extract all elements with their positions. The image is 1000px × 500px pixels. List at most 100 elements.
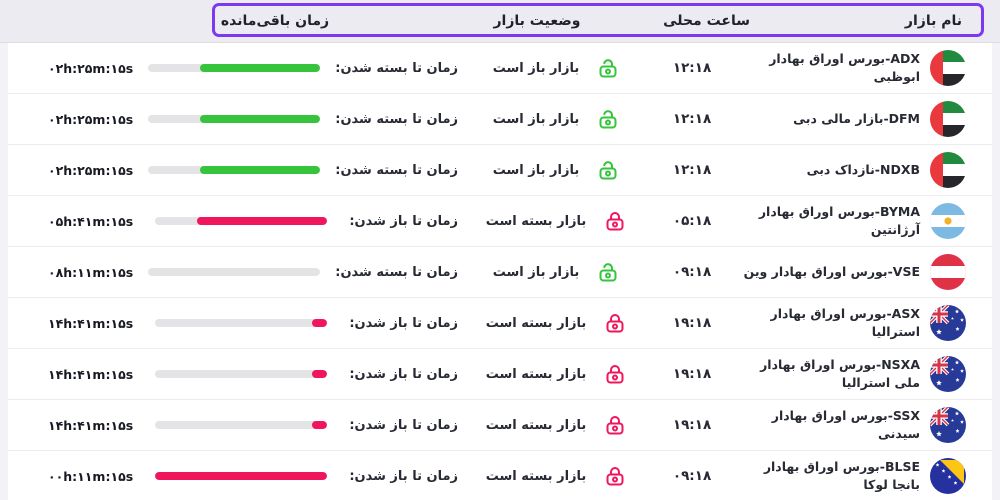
market-status-cell: بازار باز است [472,55,642,81]
market-status-cell: بازار باز است [472,106,642,132]
countdown-label: زمان تا بسته شدن: [335,162,458,178]
market-status-text: بازار بسته است [485,468,587,484]
country-flag-icon [930,458,966,494]
column-header-market-name: نام بازار [904,13,962,29]
column-header-market-status: وضعیت بازار [493,13,581,29]
lock-closed-icon [606,212,624,231]
countdown-progress-bar [148,64,321,72]
local-time-value: ۱۹:۱۸ [672,366,712,382]
lock-open-icon [599,110,617,129]
countdown-progress-bar [155,472,328,480]
countdown-progress-fill [311,370,328,378]
time-remaining-cell: زمان تا باز شدن: ۱۴h:۴۱m:۱۵s [8,367,472,382]
market-status-text: بازار بسته است [485,417,587,433]
market-name: ASX-بورس اوراق بهادار استرالیا [770,305,920,339]
market-name-cell: NSXA-بورس اوراق بهادار ملی استرالیا [742,356,992,392]
country-flag-icon [930,152,966,188]
countdown-progress-bar [155,370,328,378]
countdown-progress-fill [199,166,321,174]
market-row[interactable]: NSXA-بورس اوراق بهادار ملی استرالیا ۱۹:۱… [8,349,992,400]
market-status-text: بازار بسته است [485,315,587,331]
countdown-time: ۰۲h:۲۵m:۱۵s [48,60,134,76]
countdown-progress-fill [196,217,328,225]
market-name: BLSE-بورس اوراق بهادار بانجا لوکا [763,458,920,492]
market-name-cell: DFM-بازار مالی دبی [742,101,992,137]
market-status-text: بازار باز است [492,162,580,178]
table-header-row: نام بازار ساعت محلی وضعیت بازار زمان باق… [0,0,1000,43]
countdown-progress-fill [199,64,321,72]
bosnia-flag-icon [930,458,966,494]
lock-closed-icon [606,314,624,333]
market-row[interactable]: NDXB-نازداک دبی ۱۲:۱۸ [8,145,992,196]
countdown-progress-fill [311,421,328,429]
countdown-progress-bar [148,166,321,174]
uae-flag-icon [930,152,966,188]
market-status-cell: بازار بسته است [472,208,642,234]
local-time-value: ۱۲:۱۸ [672,162,712,178]
countdown-time: ۰۲h:۲۵m:۱۵s [48,162,134,178]
column-header-local-time: ساعت محلی [663,13,750,29]
market-name: NDXB-نازداک دبی [806,161,920,177]
market-name-cell: SSX-بورس اوراق بهادار سیدنی [742,407,992,443]
market-row[interactable]: SSX-بورس اوراق بهادار سیدنی ۱۹:۱۸ [8,400,992,451]
countdown-time: ۰۵h:۴۱m:۱۵s [48,213,134,229]
local-time-value: ۱۹:۱۸ [672,315,712,331]
market-name: NSXA-بورس اوراق بهادار ملی استرالیا [760,356,920,390]
countdown-time: ۰۸h:۱۱m:۱۵s [48,264,134,280]
country-flag-icon [930,407,966,443]
time-remaining-cell: زمان تا باز شدن: ۰۵h:۴۱m:۱۵s [8,214,472,229]
lock-open-icon [599,263,617,282]
local-time-value: ۰۵:۱۸ [672,213,712,229]
australia-flag-icon [930,305,966,341]
market-row[interactable]: BLSE-بورس اوراق بهادار بانجا لوکا ۰۹:۱۸ [8,451,992,500]
time-remaining-cell: زمان تا بسته شدن: ۰۲h:۲۵m:۱۵s [8,112,472,127]
market-row[interactable]: VSE-بورس اوراق بهادار وین ۰۹:۱۸ [8,247,992,298]
market-status-text: بازار باز است [492,111,580,127]
local-time-value: ۱۲:۱۸ [672,111,712,127]
countdown-label: زمان تا باز شدن: [349,213,458,229]
country-flag-icon [930,203,966,239]
australia-flag-icon [930,356,966,392]
countdown-label: زمان تا باز شدن: [349,417,458,433]
countdown-label: زمان تا باز شدن: [349,468,458,484]
countdown-progress-bar [155,421,328,429]
countdown-progress-fill [199,115,321,123]
market-status-icon [595,106,621,132]
market-status-icon [595,157,621,183]
markets-table: ADX-بورس اوراق بهادار ابوظبی ۱۲:۱۸ [8,43,992,500]
market-status-icon [602,463,628,489]
countdown-progress-bar [148,115,321,123]
australia-flag-icon [930,407,966,443]
market-status-text: بازار باز است [492,60,580,76]
uae-flag-icon [930,50,966,86]
time-remaining-cell: زمان تا بسته شدن: ۰۲h:۲۵m:۱۵s [8,61,472,76]
country-flag-icon [930,305,966,341]
market-status-icon [595,55,621,81]
time-remaining-cell: زمان تا باز شدن: ۱۴h:۴۱m:۱۵s [8,418,472,433]
country-flag-icon [930,50,966,86]
market-row[interactable]: ADX-بورس اوراق بهادار ابوظبی ۱۲:۱۸ [8,43,992,94]
countdown-label: زمان تا بسته شدن: [335,264,458,280]
lock-open-icon [599,161,617,180]
local-time-value: ۱۲:۱۸ [672,60,712,76]
market-row[interactable]: BYMA-بورس اوراق بهادار آرژانتین ۰۵:۱۸ [8,196,992,247]
market-name-cell: ASX-بورس اوراق بهادار استرالیا [742,305,992,341]
market-status-cell: بازار بسته است [472,310,642,336]
market-name: ADX-بورس اوراق بهادار ابوظبی [769,50,920,84]
local-time-cell: ۱۹:۱۸ [642,315,742,331]
countdown-time: ۱۴h:۴۱m:۱۵s [48,366,134,382]
market-status-icon [595,259,621,285]
market-status-cell: بازار باز است [472,259,642,285]
austria-flag-icon [930,254,966,290]
market-status-text: بازار بسته است [485,366,587,382]
market-status-icon [602,310,628,336]
local-time-cell: ۰۹:۱۸ [642,468,742,484]
market-row[interactable]: DFM-بازار مالی دبی ۱۲:۱۸ [8,94,992,145]
market-row[interactable]: ASX-بورس اوراق بهادار استرالیا ۱۹:۱۸ [8,298,992,349]
country-flag-icon [930,356,966,392]
lock-closed-icon [606,467,624,486]
market-status-icon [602,412,628,438]
market-status-text: بازار بسته است [485,213,587,229]
lock-closed-icon [606,365,624,384]
market-name-cell: ADX-بورس اوراق بهادار ابوظبی [742,50,992,86]
